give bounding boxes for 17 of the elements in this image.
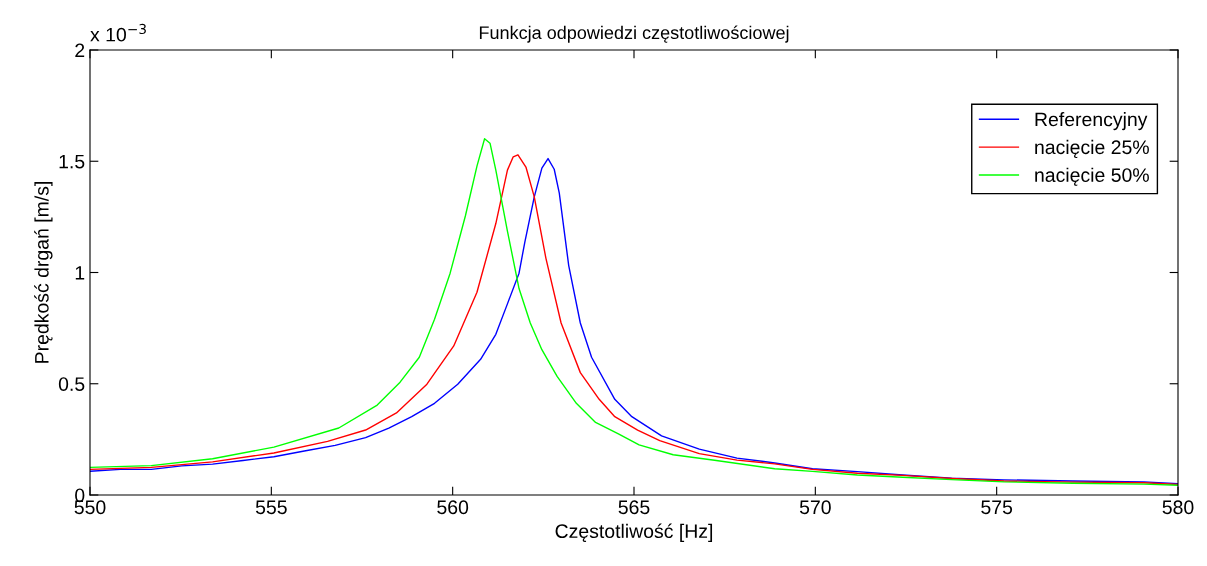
y-tick-label: 1.5 <box>59 154 85 169</box>
y-tick-label: 2 <box>75 43 85 58</box>
legend-label: Referencyjny <box>1035 112 1148 131</box>
text: x 10$^{−3}$ <box>90 23 146 42</box>
x-axis-title: Częstotliwość [Hz] <box>555 523 713 542</box>
y-axis-title: Prędkość drgań [m/s] <box>34 182 53 363</box>
x-tick-label: 580 <box>1162 500 1194 515</box>
y-tick-label: 0.5 <box>58 377 85 391</box>
x-tick-label: 560 <box>437 500 469 515</box>
legend-label: nacięcie 25% <box>1035 139 1149 158</box>
x-tick-label: 555 <box>255 500 287 515</box>
x-tick-label: 565 <box>618 500 650 515</box>
y-tick-label: 1 <box>75 266 85 280</box>
legend-label: nacięcie 50% <box>1035 167 1149 186</box>
chart-title: Funkcja odpowiedzi częstotliwościowej <box>479 25 789 43</box>
x-tick-label: 570 <box>799 500 831 515</box>
x-tick-label: 575 <box>981 500 1013 515</box>
